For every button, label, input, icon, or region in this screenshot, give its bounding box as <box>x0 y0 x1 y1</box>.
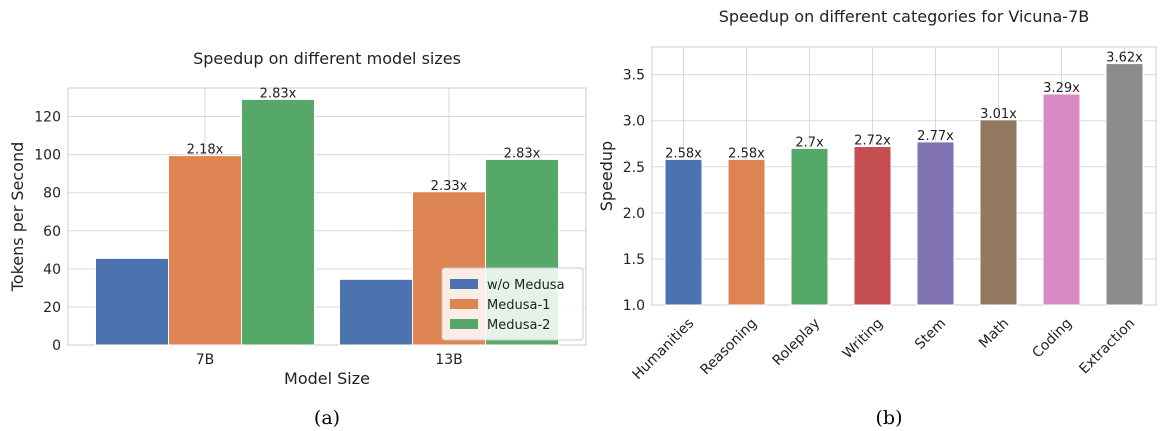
figure-caption: (b) <box>876 407 903 429</box>
x-tick-label: Writing <box>840 315 887 362</box>
bar-humanities <box>664 158 703 306</box>
y-tick-label: 2.5 <box>623 160 645 176</box>
y-tick-label: 120 <box>34 110 61 126</box>
legend-swatch <box>450 279 478 289</box>
data-label: 3.29x <box>1043 81 1080 96</box>
x-tick-label: 7B <box>196 352 215 368</box>
data-label: 2.33x <box>431 179 468 194</box>
y-tick-label: 3.0 <box>623 114 645 130</box>
y-axis-label: Speedup <box>597 141 616 211</box>
plot-frame <box>67 87 587 346</box>
data-label: 3.62x <box>1106 51 1143 66</box>
y-tick-label: 1.0 <box>623 298 645 314</box>
bar-extraction <box>1105 63 1144 306</box>
bar-w-o-medusa-7b <box>95 257 169 346</box>
bar-reasoning <box>727 158 766 306</box>
y-tick-label: 100 <box>34 148 61 164</box>
y-tick-label: 40 <box>43 262 61 278</box>
legend-label: Medusa-2 <box>487 318 550 333</box>
legend-swatch <box>450 319 478 329</box>
y-tick-label: 2.0 <box>623 206 645 222</box>
data-label: 3.01x <box>980 107 1017 122</box>
data-label: 2.77x <box>917 129 954 144</box>
x-tick-label: Stem <box>912 315 949 352</box>
bar-medusa-2-7b <box>241 98 315 346</box>
data-label: 2.18x <box>187 143 224 158</box>
data-label: 2.83x <box>260 86 297 101</box>
y-tick-label: 3.5 <box>623 68 645 84</box>
y-tick-label: 20 <box>43 300 61 316</box>
y-tick-label: 0 <box>52 338 61 354</box>
x-tick-label: Extraction <box>1076 315 1138 377</box>
legend-label: Medusa-1 <box>487 298 550 313</box>
y-tick-label: 1.5 <box>623 252 645 268</box>
x-tick-label: 13B <box>435 352 462 368</box>
x-tick-label: Reasoning <box>698 315 761 378</box>
y-tick-label: 80 <box>43 186 61 202</box>
legend-swatch <box>450 299 478 309</box>
data-label: 2.58x <box>728 146 765 161</box>
y-tick-label: 60 <box>43 224 61 240</box>
data-label: 2.72x <box>854 134 891 149</box>
y-axis-label: Tokens per Second <box>8 142 27 293</box>
bar-math <box>979 119 1018 306</box>
bar-roleplay <box>790 147 829 306</box>
bar-writing <box>853 146 892 306</box>
x-tick-label: Humanities <box>630 315 698 383</box>
x-axis-label: Model Size <box>284 369 370 388</box>
x-tick-label: Roleplay <box>770 315 824 369</box>
bar-coding <box>1042 93 1081 306</box>
bar-w-o-medusa-13b <box>339 278 413 346</box>
figure-caption: (a) <box>314 407 340 429</box>
data-label: 2.58x <box>665 146 702 161</box>
plot-frame <box>651 46 1157 306</box>
x-tick-label: Coding <box>1029 315 1075 361</box>
x-tick-label: Math <box>976 315 1012 351</box>
data-label: 2.7x <box>795 135 824 150</box>
legend-label: w/o Medusa <box>487 278 565 293</box>
chart-title: Speedup on different categories for Vicu… <box>719 7 1089 26</box>
bar-stem <box>916 141 955 306</box>
chart-title: Speedup on different model sizes <box>193 49 461 68</box>
data-label: 2.83x <box>504 146 541 161</box>
bar-medusa-1-7b <box>168 155 242 346</box>
